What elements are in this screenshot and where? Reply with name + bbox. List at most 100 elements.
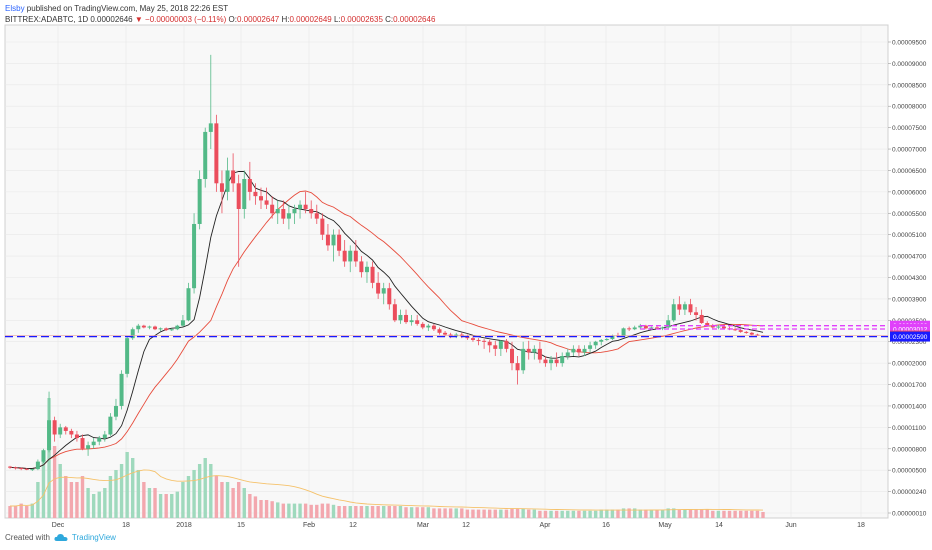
volume-bar (644, 509, 648, 518)
candle-body (130, 329, 135, 339)
candle-body (175, 325, 180, 330)
candle-body (242, 179, 247, 209)
candle-body (476, 339, 481, 341)
volume-bar (744, 510, 748, 518)
price-tag-box (890, 331, 930, 342)
volume-bar (337, 506, 341, 518)
volume-bar (738, 510, 743, 518)
candle-body (593, 341, 598, 346)
volume-bar (733, 510, 737, 518)
volume-bar (616, 509, 620, 518)
price-chart[interactable]: 0.00009500 0.00009000 0.00008500 0.00008000… (0, 0, 932, 530)
x-tick-label: Mar (417, 522, 430, 529)
volume-bar (108, 476, 113, 518)
candle-body (342, 250, 347, 262)
ma-slow-line (9, 190, 764, 469)
candle-body (604, 339, 609, 341)
volume-bar (554, 510, 559, 518)
volume-bar (761, 512, 765, 518)
candle-body (716, 326, 721, 328)
candle-body (13, 467, 18, 469)
candle-body (482, 340, 487, 342)
volume-bar (627, 508, 631, 518)
x-tick-label: May (658, 522, 672, 529)
candle-body (426, 325, 431, 328)
candle-body (576, 348, 581, 353)
candle-body (404, 314, 409, 323)
candle-body (643, 325, 648, 329)
candle-body (415, 320, 420, 324)
candle-body (465, 336, 470, 339)
y-tick-label: 0.00007500 (892, 125, 927, 132)
candle-body (253, 191, 258, 197)
y-tick-label: 0.00009000 (892, 61, 927, 68)
high-label: H: (281, 15, 290, 24)
author-link[interactable]: Elsby (5, 4, 25, 13)
price-tag-label: 0.00002590 (893, 334, 928, 341)
volume-bar (716, 510, 721, 518)
volume-bar (404, 507, 408, 518)
volume-bar (727, 510, 732, 518)
volume-bar (443, 508, 447, 518)
candle-body (270, 204, 275, 214)
x-tick-label: 15 (237, 522, 245, 529)
candle-body (353, 250, 358, 262)
volume-bar (309, 504, 313, 518)
y-tick-label: 0.00005100 (892, 232, 927, 239)
candle-body (443, 332, 448, 335)
price-change: −0.00000003 (−0.11%) (145, 15, 227, 24)
candle-body (638, 325, 643, 328)
candle-body (565, 352, 570, 356)
candle-body (141, 325, 146, 328)
candle-body (125, 338, 130, 374)
candle-body (582, 348, 587, 353)
volume-bar (666, 508, 670, 518)
volume-bar (621, 508, 626, 518)
volume-bar (192, 470, 196, 518)
volume-bar (409, 507, 414, 518)
volume-bar (493, 509, 497, 518)
candle-body (153, 326, 158, 330)
candle-body (649, 327, 654, 329)
candle-body (699, 314, 704, 323)
volume-bar (287, 503, 291, 518)
y-tick-label: 0.00004300 (892, 275, 927, 282)
x-tick-label: 14 (715, 522, 723, 529)
price-tag-box (890, 324, 930, 335)
volume-bar (683, 509, 687, 518)
candle-body (498, 340, 503, 349)
volume-bar (203, 458, 207, 518)
volume-bar (64, 476, 68, 518)
tradingview-brand-link[interactable]: TradingView (71, 533, 116, 542)
y-tick-label: 0.00000500 (892, 468, 927, 475)
candle-body (376, 282, 381, 294)
candle-body (364, 266, 369, 273)
volume-bar (242, 488, 246, 518)
volume-bar (25, 506, 29, 518)
volume-bar (298, 503, 302, 518)
volume-bar (527, 509, 531, 518)
candle-body (671, 304, 676, 321)
candle-body (192, 223, 197, 289)
candle-body (292, 208, 297, 214)
volume-bar (393, 506, 397, 518)
volume-bar (181, 482, 185, 518)
candle-body (180, 320, 185, 326)
volume-bar (331, 504, 336, 518)
chart-header: Elsby published on TradingView.com, May … (5, 3, 435, 25)
volume-bar (136, 470, 140, 518)
volume-bar (370, 506, 375, 518)
x-tick-label: Apr (540, 522, 552, 529)
volume-bar (365, 506, 369, 518)
volume-bar (750, 510, 754, 518)
candle-body (627, 328, 632, 330)
candle-body (169, 329, 174, 331)
volume-bar (47, 398, 51, 518)
volume-bar (220, 482, 224, 518)
volume-bar (465, 509, 470, 518)
volume-bar (476, 509, 481, 518)
x-tick-label: Feb (303, 522, 315, 529)
plot-area (4, 24, 889, 519)
volume-bar (153, 488, 157, 518)
volume-bar (303, 503, 308, 518)
